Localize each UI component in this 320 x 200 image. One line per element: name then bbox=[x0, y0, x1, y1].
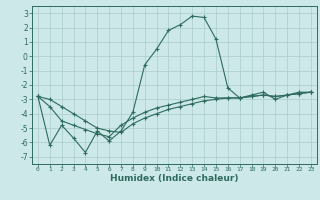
X-axis label: Humidex (Indice chaleur): Humidex (Indice chaleur) bbox=[110, 174, 239, 183]
